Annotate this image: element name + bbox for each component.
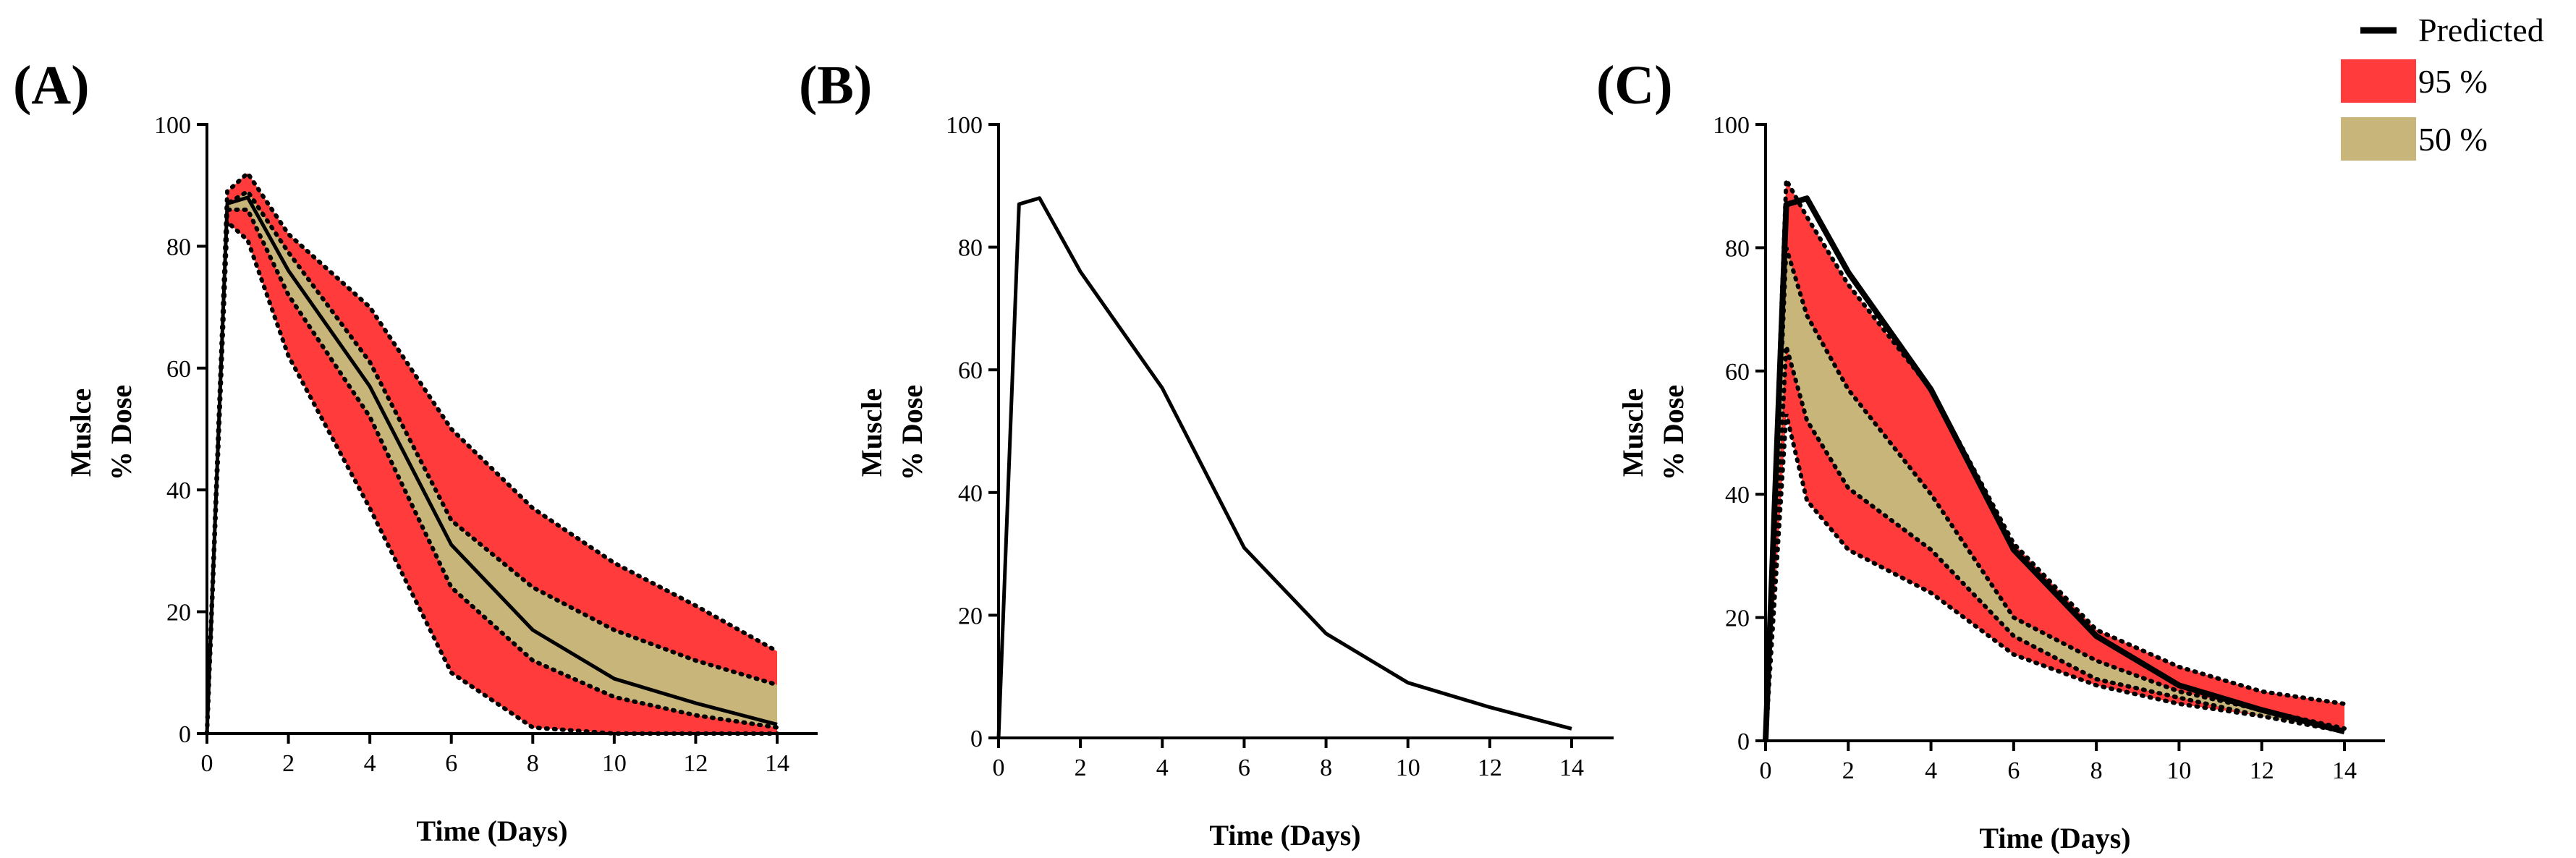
y-axis-title-line2: % Dose: [105, 385, 137, 480]
band-50-upper-bound: [1763, 247, 2347, 743]
x-tick-label: 4: [1156, 755, 1169, 781]
x-tick-label: 8: [527, 750, 539, 777]
legend: Predicted 95 % 50 %: [2341, 12, 2544, 161]
y-tick-label: 40: [166, 477, 191, 504]
y-tick-label: 80: [166, 234, 191, 260]
band-95-area: [207, 173, 777, 734]
predicted-line: [205, 195, 778, 734]
x-tick-label: 6: [1238, 755, 1250, 781]
band-50-lower-bound: [1763, 345, 2347, 743]
y-tick-label: 20: [166, 600, 191, 626]
legend-95-swatch: [2341, 59, 2416, 103]
legend-predicted-label: Predicted: [2418, 12, 2544, 48]
y-axis-title: Muscle% Dose: [1617, 385, 1690, 480]
x-tick-label: 0: [993, 755, 1005, 781]
x-tick-label: 2: [282, 750, 295, 777]
y-tick-label: 80: [958, 235, 983, 262]
predicted-line: [996, 196, 1572, 739]
y-tick-label: 60: [1725, 359, 1750, 386]
x-tick-label: 4: [1925, 757, 1937, 784]
band-50-area: [207, 191, 777, 734]
x-tick-label: 14: [2332, 757, 2357, 784]
panel-b: 0 2 4 6 8 10 12 14 0 20 40 60 80 100 Time (Days) Muscle…: [799, 55, 1614, 851]
y-axis-title-line2: % Dose: [896, 385, 928, 480]
x-tick-label: 2: [1075, 755, 1087, 781]
x-tick-label: 8: [2090, 757, 2103, 784]
panel-label: (C): [1596, 55, 1673, 116]
y-tick-label: 80: [1725, 235, 1750, 262]
x-tick-label: 2: [1842, 757, 1855, 784]
legend-50-label: 50 %: [2418, 121, 2488, 158]
x-tick-label: 10: [1396, 755, 1420, 781]
band-50-area: [1766, 247, 2344, 741]
x-tick-label: 12: [683, 750, 708, 777]
panel-c: 0 2 4 6 8 10 12 14 0 20 40 60 80 100 Time (Days) Muscle…: [1596, 55, 2385, 854]
band-95-upper-bound: [1763, 171, 2347, 743]
y-tick-label: 0: [970, 726, 983, 752]
band-50-lower-bound: [205, 207, 779, 736]
x-tick-label: 4: [364, 750, 376, 777]
y-tick-label: 20: [1725, 606, 1750, 632]
x-tick-label: 10: [602, 750, 627, 777]
band-50-upper-bound: [205, 188, 779, 736]
y-tick-label: 60: [166, 356, 191, 383]
y-axis-title: Muslce% Dose: [64, 385, 137, 480]
y-tick-label: 40: [958, 480, 983, 507]
x-tick-label: 6: [2007, 757, 2020, 784]
x-tick-label: 0: [201, 750, 213, 777]
y-axis-title: Muscle% Dose: [855, 385, 928, 480]
panel-label: (A): [13, 55, 90, 116]
y-axis-title-line1: Muslce: [64, 388, 97, 477]
y-tick-label: 20: [958, 603, 983, 629]
y-tick-label: 100: [946, 112, 983, 139]
x-tick-label: 12: [1478, 755, 1502, 781]
x-tick-label: 10: [2166, 757, 2191, 784]
legend-95-label: 95 %: [2418, 63, 2488, 100]
x-axis-title: Time (Days): [416, 815, 567, 847]
y-tick-label: 40: [1725, 482, 1750, 509]
y-tick-label: 100: [1713, 112, 1750, 139]
y-tick-label: 0: [1737, 729, 1750, 755]
x-tick-label: 12: [2250, 757, 2274, 784]
band-95-lower-bound: [205, 217, 779, 736]
predicted-line: [1763, 195, 2346, 742]
y-axis-title-line1: Muscle: [1617, 388, 1649, 477]
x-tick-label: 14: [765, 750, 789, 777]
x-tick-label: 0: [1760, 757, 1772, 784]
panel-a: 0 2 4 6 8 10 12 14 0 20 40 60 80 100 Time (Days) Muslce…: [13, 55, 818, 847]
legend-50-swatch: [2341, 117, 2416, 161]
y-tick-label: 100: [154, 112, 191, 139]
x-axis-title: Time (Days): [1979, 822, 2130, 854]
band-95-upper-bound: [205, 169, 779, 736]
x-tick-label: 8: [1320, 755, 1332, 781]
panel-label: (B): [799, 55, 872, 116]
y-axis-title-line1: Muscle: [855, 388, 888, 477]
x-tick-label: 14: [1559, 755, 1584, 781]
y-axis-title-line2: % Dose: [1657, 385, 1690, 480]
x-tick-label: 6: [445, 750, 457, 777]
x-axis-title: Time (Days): [1209, 819, 1360, 851]
band-95-lower-bound: [1763, 413, 2347, 743]
y-tick-label: 0: [179, 721, 191, 748]
y-tick-label: 60: [958, 357, 983, 384]
